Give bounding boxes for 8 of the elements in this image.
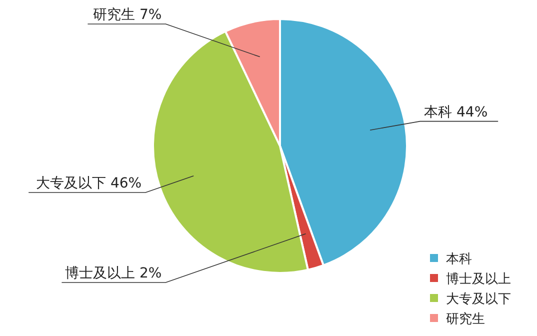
category-label: 本科 44%: [424, 104, 488, 120]
category-label: 研究生 7%: [93, 7, 162, 23]
legend-label: 本科: [446, 252, 472, 267]
legend-label: 博士及以上: [446, 272, 511, 287]
legend-label: 大专及以下: [446, 292, 511, 307]
category-label: 博士及以上 2%: [65, 265, 162, 282]
category-label: 大专及以下 46%: [36, 176, 142, 192]
legend-label: 研究生: [446, 312, 485, 327]
